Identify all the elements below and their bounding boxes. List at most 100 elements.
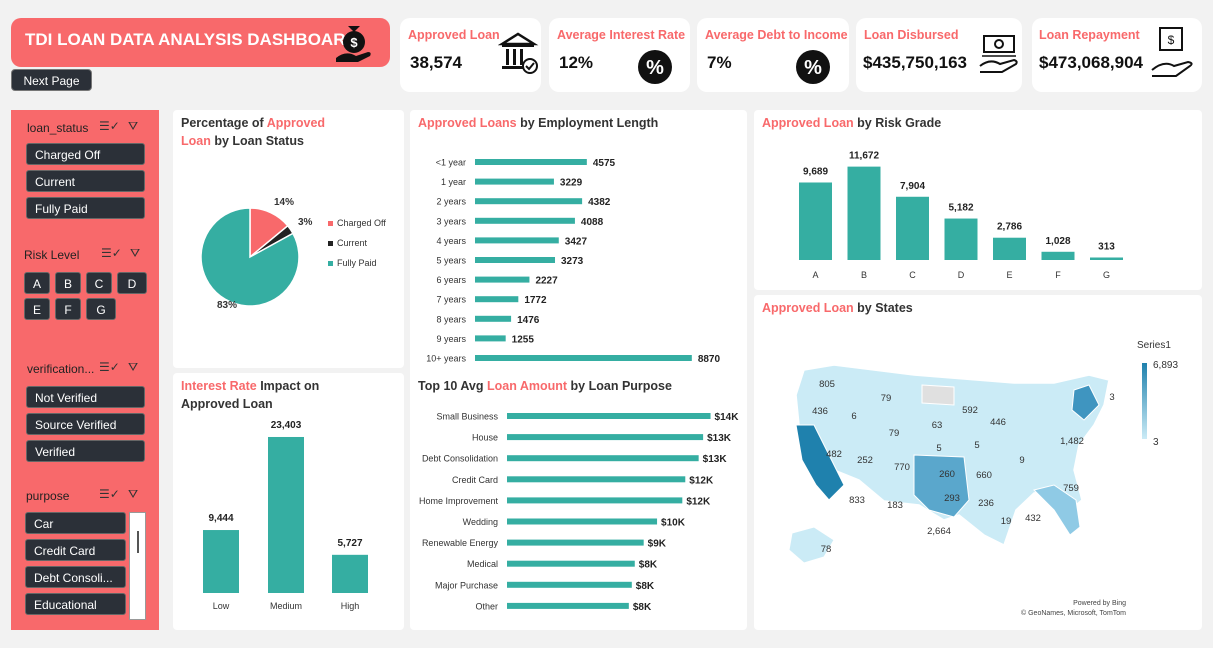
purpose-data-label: $12K <box>689 475 714 486</box>
slicer-scrollbar[interactable] <box>129 512 146 620</box>
map-state-labels: 805 79 436 6 63 592 446 3 79 482 252 770 5 5 1,482 260 6… <box>812 379 1115 555</box>
title-part: by States <box>853 301 913 315</box>
page-title: TDI LOAN DATA ANALYSIS DASHBOARD <box>25 30 358 49</box>
percent-icon: % <box>796 50 830 89</box>
slicer-item-risk-d[interactable]: D <box>117 272 147 294</box>
scrollbar-thumb[interactable] <box>137 531 139 553</box>
slicer-item-verified[interactable]: Verified <box>26 440 145 462</box>
map-state-value: 293 <box>944 493 960 504</box>
card-employment-purpose: Approved Loans by Employment Length Top … <box>410 110 747 630</box>
map-state-value: 260 <box>939 469 955 480</box>
map-legend-gradient <box>1142 363 1147 439</box>
slicer-item-risk-f[interactable]: F <box>55 298 81 320</box>
slicer-item-risk-c[interactable]: C <box>86 272 112 294</box>
slicer-item-risk-e[interactable]: E <box>24 298 50 320</box>
chart-title-interest-impact: Interest Rate Impact on Approved Loan <box>181 377 319 413</box>
map-state-value: 2,664 <box>927 526 951 537</box>
kpi-value: 7% <box>707 53 732 72</box>
state-new-york <box>1071 384 1100 421</box>
purpose-bar <box>507 413 711 419</box>
cash-hand-icon <box>976 30 1022 81</box>
purpose-data-label: $8K <box>639 560 658 571</box>
kpi-approved-loan: Approved Loan 38,574 <box>400 18 541 92</box>
map-state-value: 833 <box>849 495 865 506</box>
map-state-value: 5 <box>936 443 941 454</box>
clear-filter-icon[interactable]: ⛛ <box>130 246 141 260</box>
emp-category-label: 1 year <box>441 177 466 187</box>
slicer-item-risk-g[interactable]: G <box>86 298 116 320</box>
kpi-value: $435,750,163 <box>863 53 967 72</box>
next-page-button[interactable]: Next Page <box>11 69 92 91</box>
slicer-item-charged-off[interactable]: Charged Off <box>26 143 145 165</box>
kpi-label: Loan Repayment <box>1039 28 1140 42</box>
slicer-item-current[interactable]: Current <box>26 170 145 192</box>
pie-data-label: 83% <box>217 300 237 311</box>
kpi-loan-repayment: Loan Repayment $473,068,904 $ <box>1032 18 1202 92</box>
slicer-item-educational[interactable]: Educational <box>25 593 126 615</box>
purpose-data-label: $8K <box>633 602 652 613</box>
state-alaska <box>788 526 835 564</box>
emp-data-label: 1476 <box>517 315 540 326</box>
emp-bar <box>475 159 587 165</box>
chart-title-states: Approved Loan by States <box>762 299 913 317</box>
grade-data-label: 5,182 <box>948 203 973 214</box>
emp-category-label: 9 years <box>436 334 466 344</box>
map-credit-sources: © GeoNames, Microsoft, TomTom <box>1021 609 1126 617</box>
multi-select-icon[interactable]: ☰✓ <box>99 487 120 501</box>
slicer-item-car[interactable]: Car <box>25 512 126 534</box>
svg-text:$: $ <box>1168 33 1175 47</box>
emp-category-label: 3 years <box>436 216 466 226</box>
clear-filter-icon[interactable]: ⛛ <box>128 119 139 133</box>
emp-category-label: 6 years <box>436 275 466 285</box>
slicer-item-risk-a[interactable]: A <box>24 272 50 294</box>
title-part: Loan Amount <box>487 379 568 393</box>
slicer-item-source-verified[interactable]: Source Verified <box>26 413 145 435</box>
multi-select-icon[interactable]: ☰✓ <box>101 246 122 260</box>
svg-text:%: % <box>646 57 664 79</box>
purpose-category-label: Major Purchase <box>435 580 498 590</box>
money-bag-hand-icon: $ <box>334 20 374 69</box>
legend-swatch <box>328 261 333 266</box>
purpose-category-label: Debt Consolidation <box>422 454 498 464</box>
map-state-value: 805 <box>819 379 835 390</box>
emp-category-label: 4 years <box>436 236 466 246</box>
purpose-data-label: $14K <box>715 412 740 423</box>
grade-category-label: A <box>812 270 818 280</box>
map-state-value: 3 <box>1109 392 1114 403</box>
map-state-value: 5 <box>974 440 979 451</box>
map-state-value: 252 <box>857 455 873 466</box>
map-state-value: 592 <box>962 405 978 416</box>
slicer-item-risk-b[interactable]: B <box>55 272 81 294</box>
clear-filter-icon[interactable]: ⛛ <box>128 487 139 501</box>
slicer-item-not-verified[interactable]: Not Verified <box>26 386 145 408</box>
slicer-item-debt-consolidation[interactable]: Debt Consoli... <box>25 566 126 588</box>
map-state-value: 660 <box>976 470 992 481</box>
emp-category-label: 5 years <box>436 256 466 266</box>
emp-bar <box>475 198 583 205</box>
grade-category-label: F <box>1055 270 1061 280</box>
chart-title-loan-purpose: Top 10 Avg Loan Amount by Loan Purpose <box>418 377 672 395</box>
slicer-item-credit-card[interactable]: Credit Card <box>25 539 126 561</box>
purpose-category-label: Medical <box>467 559 498 569</box>
grade-category-label: E <box>1006 270 1012 280</box>
purpose-category-label: Credit Card <box>452 475 498 485</box>
clear-filter-icon[interactable]: ⛛ <box>128 360 139 374</box>
purpose-data-label: $9K <box>648 539 667 550</box>
grade-data-label: 1,028 <box>1045 236 1070 247</box>
money-bag-hand-icon: $ <box>1150 26 1196 85</box>
emp-data-label: 4575 <box>593 158 616 169</box>
purpose-bar <box>507 476 686 483</box>
card-loan-status: Percentage of Approved Loan by Loan Stat… <box>173 110 404 368</box>
emp-data-label: 1772 <box>524 295 547 306</box>
grade-bar <box>944 218 978 260</box>
grade-category-label: G <box>1103 270 1110 280</box>
map-state-value: 759 <box>1063 483 1079 494</box>
interest-bar <box>203 530 239 593</box>
interest-data-label: 5,727 <box>337 538 362 549</box>
multi-select-icon[interactable]: ☰✓ <box>99 360 120 374</box>
slicer-item-fully-paid[interactable]: Fully Paid <box>26 197 145 219</box>
multi-select-icon[interactable]: ☰✓ <box>99 119 120 133</box>
map-state-value: 78 <box>821 544 832 555</box>
grade-category-label: B <box>861 270 867 280</box>
emp-bar <box>475 296 519 303</box>
